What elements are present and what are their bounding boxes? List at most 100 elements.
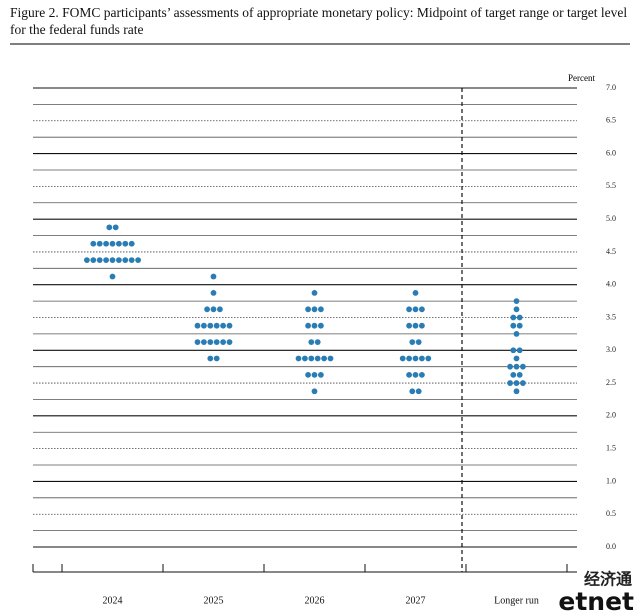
- dot: [201, 322, 207, 329]
- dot: [409, 339, 416, 345]
- dot: [226, 339, 233, 345]
- dot: [207, 339, 214, 345]
- dot: [318, 322, 324, 329]
- y-tick-label: 3.0: [606, 345, 616, 354]
- dot: [425, 355, 432, 362]
- dot: [406, 322, 412, 329]
- dot: [516, 322, 523, 329]
- dot: [520, 380, 526, 386]
- dot: [308, 339, 315, 345]
- watermark-cn: 经济通: [584, 570, 632, 589]
- dot: [406, 306, 412, 313]
- dot: [103, 240, 109, 247]
- dot: [311, 290, 318, 296]
- dot: [510, 322, 517, 329]
- dot: [96, 257, 103, 264]
- dot: [513, 306, 520, 313]
- dot: [513, 330, 520, 337]
- dot: [520, 363, 526, 370]
- dot: [406, 355, 412, 362]
- y-tick-label: 4.5: [606, 247, 616, 256]
- dot: [513, 298, 520, 305]
- watermark-en: etnet: [558, 587, 634, 616]
- dot: [516, 347, 523, 354]
- y-tick-label: 2.0: [606, 411, 616, 420]
- dot: [109, 257, 116, 264]
- x-tick-label: 2027: [406, 595, 426, 606]
- dot: [96, 240, 103, 247]
- dot: [311, 306, 318, 313]
- dot: [207, 355, 214, 362]
- dot: [90, 240, 97, 247]
- dot: [412, 371, 419, 378]
- dot: [305, 306, 311, 313]
- dot: [213, 322, 220, 329]
- dot: [510, 371, 517, 378]
- x-tick-label: 2026: [305, 595, 325, 606]
- dot: [84, 257, 90, 264]
- chart-title: Figure 2. FOMC participants’ assessments…: [10, 5, 628, 37]
- dot: [106, 224, 113, 231]
- dot: [327, 355, 334, 362]
- x-tick-label: 2025: [204, 595, 224, 606]
- dot: [128, 240, 135, 247]
- dot: [507, 380, 513, 386]
- dot: [210, 290, 217, 296]
- dot: [510, 347, 517, 354]
- x-tick-label: Longer run: [494, 595, 539, 606]
- y-tick-label: 0.0: [606, 542, 616, 551]
- dot: [419, 371, 425, 378]
- dot: [311, 388, 318, 395]
- dot: [305, 322, 311, 329]
- dot: [220, 339, 227, 345]
- title-box: Figure 2. FOMC participants’ assessments…: [10, 5, 628, 37]
- dot: [516, 314, 523, 321]
- dot: [210, 306, 217, 313]
- dot: [210, 273, 217, 280]
- y-tick-label: 3.5: [606, 312, 616, 321]
- dot: [217, 306, 223, 313]
- dot: [399, 355, 406, 362]
- dot: [318, 371, 324, 378]
- dot: [510, 314, 517, 321]
- dot: [311, 371, 318, 378]
- dot: [194, 322, 201, 329]
- y-tick-label: 2.5: [606, 378, 616, 387]
- dot: [311, 322, 318, 329]
- y-tick-label: 6.0: [606, 148, 616, 157]
- y-tick-label: 4.0: [606, 280, 616, 289]
- x-tick-label: 2024: [103, 595, 123, 606]
- dot: [406, 371, 412, 378]
- dot: [513, 388, 520, 395]
- dot: [412, 322, 419, 329]
- dot: [419, 306, 425, 313]
- dot: [419, 355, 425, 362]
- y-axis-label: Percent: [568, 73, 595, 83]
- dot: [412, 306, 419, 313]
- dot: [513, 355, 520, 362]
- dot: [305, 371, 311, 378]
- y-tick-label: 1.0: [606, 476, 616, 485]
- dot: [109, 273, 116, 280]
- dot: [135, 257, 142, 264]
- dot: [116, 240, 122, 247]
- dot: [109, 240, 116, 247]
- dot: [204, 306, 211, 313]
- y-tick-label: 0.5: [606, 509, 616, 518]
- dot: [201, 339, 207, 345]
- y-tick-label: 5.5: [606, 181, 616, 190]
- dot: [314, 339, 321, 345]
- dot: [295, 355, 302, 362]
- dot: [516, 371, 523, 378]
- dot: [409, 388, 416, 395]
- y-tick-label: 1.5: [606, 443, 616, 452]
- dot: [128, 257, 135, 264]
- dot: [207, 322, 214, 329]
- dot: [226, 322, 233, 329]
- y-tick-label: 7.0: [606, 83, 616, 92]
- dot: [507, 363, 513, 370]
- dot: [220, 322, 227, 329]
- dot: [213, 355, 220, 362]
- dot: [194, 339, 201, 345]
